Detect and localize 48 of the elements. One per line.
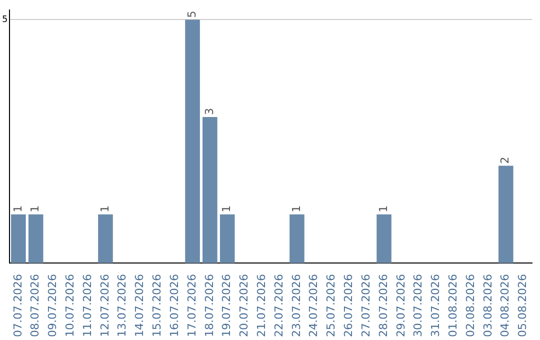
x-tick-label: 05.08.2026 (516, 274, 530, 338)
bar (220, 214, 235, 264)
x-tick-label: 16.07.2026 (168, 274, 181, 338)
x-tick-label: 07.07.2026 (11, 274, 24, 338)
data-label: 1 (376, 205, 390, 212)
x-tick-label: 11.07.2026 (80, 274, 94, 338)
x-tick-label: 26.07.2026 (342, 274, 356, 338)
x-tick-label: 12.07.2026 (98, 274, 112, 338)
data-label: 5 (185, 10, 198, 18)
data-label: 1 (220, 205, 234, 212)
x-tick-label: 30.07.2026 (412, 274, 425, 338)
x-tick-label: 17.07.2026 (185, 274, 198, 338)
x-tick-label: 29.07.2026 (394, 274, 408, 338)
x-tick-label: 20.07.2026 (238, 274, 251, 338)
data-label: 1 (11, 205, 24, 212)
x-tick-label: 28.07.2026 (376, 274, 390, 338)
x-tick-label: 14.07.2026 (133, 274, 146, 338)
data-label: 3 (202, 108, 216, 116)
bar (28, 214, 44, 264)
data-label: 2 (498, 156, 512, 164)
bar (11, 214, 26, 264)
x-tick-label: 25.07.2026 (324, 274, 338, 338)
x-tick-label: 04.08.2026 (498, 274, 512, 338)
x-tick-label: 01.08.2026 (446, 274, 460, 338)
data-label: 1 (28, 205, 42, 212)
x-tick-label: 21.07.2026 (255, 274, 268, 338)
x-tick-label: 22.07.2026 (272, 274, 286, 338)
x-tick-label: 24.07.2026 (307, 274, 320, 338)
bar (185, 20, 200, 264)
x-tick-label: 08.07.2026 (28, 274, 42, 338)
x-tick-label: 15.07.2026 (150, 274, 164, 338)
data-label: 1 (98, 205, 112, 212)
x-tick-label: 02.08.2026 (464, 274, 477, 338)
bar (290, 214, 304, 264)
x-tick-label: 09.07.2026 (46, 274, 60, 338)
bar (98, 214, 113, 264)
x-tick-label: 19.07.2026 (220, 274, 234, 338)
bar (202, 117, 218, 264)
x-tick-label: 13.07.2026 (116, 274, 129, 338)
data-label: 1 (290, 205, 303, 212)
x-tick-label: 03.08.2026 (481, 274, 494, 338)
x-tick-label: 18.07.2026 (202, 274, 216, 338)
bar (376, 214, 392, 264)
bar (498, 166, 514, 264)
x-tick-label: 10.07.2026 (64, 274, 77, 338)
x-tick-label: 31.07.2026 (429, 274, 442, 338)
x-tick-label: 27.07.2026 (359, 274, 372, 338)
x-tick-label: 23.07.2026 (290, 274, 303, 338)
